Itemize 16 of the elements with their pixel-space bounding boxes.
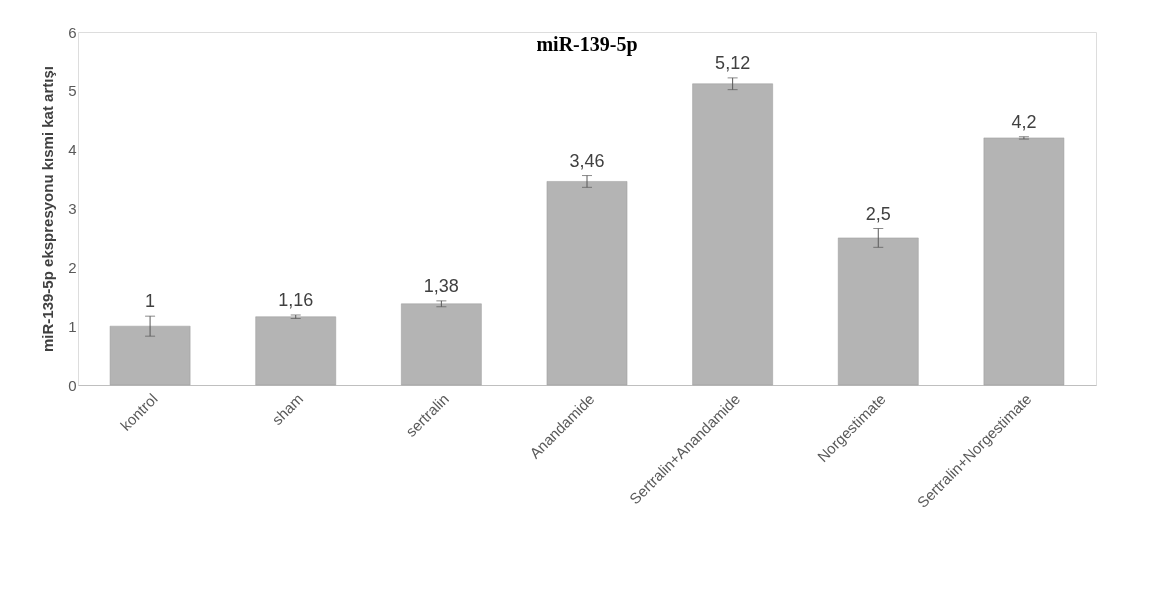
- data-label: 3,46: [569, 150, 605, 171]
- data-label: 4,2: [1011, 111, 1037, 132]
- y-tick-label: 3: [68, 200, 77, 217]
- y-tick-label: 2: [68, 258, 77, 276]
- y-tick-label: 1: [68, 317, 77, 335]
- chart-title: miR-139-5p: [536, 33, 638, 56]
- data-label: 5,12: [715, 52, 751, 73]
- y-tick-label: 5: [68, 82, 77, 100]
- data-label: 1,16: [278, 289, 314, 310]
- data-label: 1: [145, 291, 156, 312]
- y-tick-label: 0: [68, 376, 77, 394]
- data-label: 1,38: [423, 275, 459, 296]
- y-axis-title: miR-139-5p ekspresyonu kısmi kat artışı: [39, 66, 57, 352]
- data-label: 2,5: [865, 203, 891, 224]
- y-tick-label: 4: [68, 141, 77, 159]
- y-tick-label: 6: [68, 23, 77, 41]
